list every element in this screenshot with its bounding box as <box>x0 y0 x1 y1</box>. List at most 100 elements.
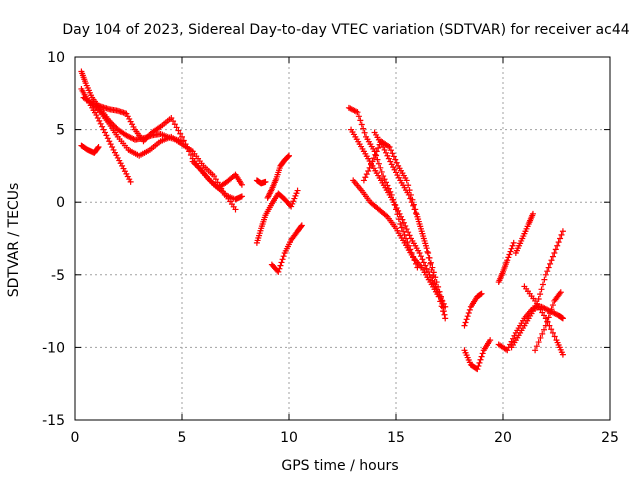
data-point <box>411 206 418 213</box>
data-point <box>420 259 427 266</box>
data-point <box>422 242 429 249</box>
data-point <box>535 296 542 302</box>
data-point <box>144 133 151 140</box>
data-point <box>412 210 419 217</box>
data-point <box>555 239 562 246</box>
data-point <box>95 144 102 151</box>
data-point <box>366 164 373 171</box>
data-point <box>431 279 438 286</box>
data-point <box>238 181 245 188</box>
data-point <box>476 359 483 366</box>
data-point <box>107 141 114 148</box>
series-arc-8 <box>253 177 269 187</box>
data-point <box>277 262 284 269</box>
data-point <box>427 259 434 266</box>
data-point <box>298 223 305 230</box>
data-point <box>506 251 513 258</box>
data-point <box>94 114 101 121</box>
data-point <box>369 158 376 165</box>
data-point <box>285 153 292 160</box>
y-tick-label: -15 <box>42 413 65 429</box>
data-point <box>279 256 286 263</box>
data-point <box>406 232 413 239</box>
data-point <box>535 339 542 346</box>
y-axis-label: SDTVAR / TECUs <box>6 183 22 298</box>
data-point <box>403 226 410 233</box>
data-point <box>549 253 556 260</box>
x-tick-label: 5 <box>178 430 187 446</box>
data-point <box>375 160 382 167</box>
data-point <box>548 326 555 333</box>
data-point <box>537 334 544 341</box>
series-arc-10 <box>268 222 305 275</box>
data-point <box>179 133 185 140</box>
data-point <box>405 229 412 236</box>
data-point <box>286 152 292 159</box>
data-point <box>442 315 449 322</box>
data-point <box>290 198 297 205</box>
data-point <box>392 202 399 209</box>
data-point <box>397 220 404 227</box>
data-point <box>407 195 414 202</box>
data-point <box>428 266 435 273</box>
data-point <box>557 289 564 296</box>
data-point <box>187 152 194 159</box>
series-arc-6 <box>189 158 245 191</box>
data-point <box>423 265 430 272</box>
data-point <box>532 347 539 354</box>
data-point <box>361 129 368 136</box>
data-point <box>559 351 566 358</box>
data-point <box>463 316 470 323</box>
data-point <box>559 315 566 322</box>
data-point <box>294 187 301 194</box>
data-point <box>360 125 367 132</box>
data-point <box>402 222 409 229</box>
data-point <box>404 239 411 246</box>
series-arc-9 <box>264 152 292 201</box>
data-point <box>238 193 245 200</box>
data-point <box>104 135 111 142</box>
data-point <box>477 356 484 363</box>
y-tick-label: -5 <box>51 268 65 284</box>
data-point <box>548 257 555 264</box>
data-point <box>440 308 447 315</box>
data-point <box>510 239 517 246</box>
data-point <box>182 141 189 148</box>
data-point <box>381 176 388 183</box>
data-point <box>547 310 554 317</box>
data-point <box>276 265 283 272</box>
x-tick-label: 25 <box>601 430 619 446</box>
data-point <box>435 293 442 300</box>
data-point <box>360 177 367 184</box>
data-point <box>180 137 187 144</box>
series-arc-7 <box>253 187 301 246</box>
data-point <box>544 318 551 325</box>
data-point <box>539 330 546 337</box>
data-point <box>399 216 406 223</box>
data-point <box>545 314 552 321</box>
data-point <box>434 288 441 295</box>
plot-frame <box>74 56 611 421</box>
chart-title: Day 104 of 2023, Sidereal Day-to-day VTE… <box>62 22 629 38</box>
data-point <box>390 153 397 160</box>
data-point <box>425 254 432 261</box>
data-point <box>462 319 469 326</box>
data-point <box>355 113 362 120</box>
data-point <box>101 129 108 136</box>
data-point <box>403 177 410 184</box>
data-point <box>504 257 511 264</box>
series-arc-14 <box>350 177 442 300</box>
data-point <box>291 195 298 202</box>
data-point <box>99 123 106 130</box>
data-point <box>232 206 239 213</box>
data-point <box>372 151 379 158</box>
series-arc-20 <box>512 210 536 257</box>
data-point <box>170 118 177 125</box>
data-point <box>106 138 113 145</box>
data-point <box>416 250 423 257</box>
data-point <box>548 306 555 313</box>
data-point <box>509 335 516 342</box>
data-point <box>111 123 118 130</box>
data-point <box>478 290 485 297</box>
